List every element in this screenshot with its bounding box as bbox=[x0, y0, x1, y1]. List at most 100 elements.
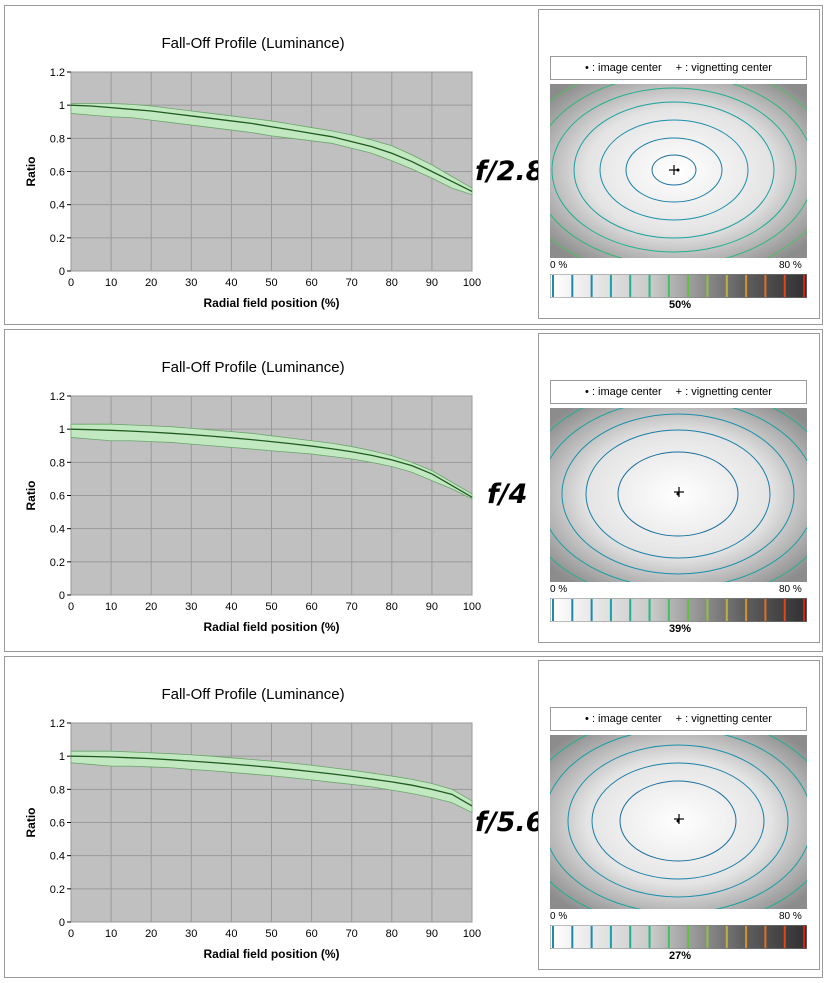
scale-min-label: 0 % bbox=[550, 584, 568, 595]
x-tick-label: 40 bbox=[225, 601, 237, 613]
panel-f4: Fall-Off Profile (Luminance) 0 10 20 30 40 50 6… bbox=[4, 329, 823, 652]
vignetting-panel: • : image center + : vignetting center 0… bbox=[538, 9, 820, 319]
x-tick-label: 100 bbox=[463, 277, 481, 289]
x-tick-label: 60 bbox=[305, 277, 317, 289]
image-center-legend: • : image center bbox=[585, 62, 662, 74]
color-scale-gradient bbox=[550, 598, 807, 622]
contour-line bbox=[625, 137, 723, 203]
vignetting-panel: • : image center + : vignetting center 0… bbox=[538, 660, 820, 970]
y-tick-label: 1.2 bbox=[50, 391, 65, 403]
x-tick-label: 20 bbox=[145, 928, 157, 940]
x-tick-label: 40 bbox=[225, 928, 237, 940]
contour-line bbox=[591, 762, 765, 880]
color-scale-bar bbox=[550, 274, 807, 298]
x-tick-label: 10 bbox=[105, 277, 117, 289]
scale-max-label: 80 % bbox=[779, 584, 802, 595]
x-tick-label: 100 bbox=[463, 928, 481, 940]
x-tick-label: 100 bbox=[463, 601, 481, 613]
deviation-band bbox=[70, 103, 473, 196]
x-tick-label: 90 bbox=[426, 928, 438, 940]
contour-line bbox=[567, 744, 789, 898]
contour-line bbox=[585, 429, 771, 559]
x-tick-label: 70 bbox=[346, 277, 358, 289]
y-tick-label: 0.4 bbox=[50, 851, 65, 863]
y-tick-label: 0 bbox=[59, 266, 65, 278]
x-tick-label: 0 bbox=[68, 601, 74, 613]
y-tick-label: 0.6 bbox=[50, 818, 65, 830]
y-tick-label: 0.4 bbox=[50, 200, 65, 212]
contour-line bbox=[619, 780, 737, 862]
y-tick-label: 0.4 bbox=[50, 524, 65, 536]
x-tick-label: 70 bbox=[346, 928, 358, 940]
x-tick-label: 70 bbox=[346, 601, 358, 613]
vignetting-center-legend: + : vignetting center bbox=[675, 713, 772, 725]
vignetting-percent: 50% bbox=[668, 299, 692, 311]
chart-title: Fall-Off Profile (Luminance) bbox=[161, 359, 344, 376]
series-line bbox=[70, 755, 473, 807]
deviation-band bbox=[70, 423, 473, 500]
color-scale-bar bbox=[550, 598, 807, 622]
y-tick-label: 0.6 bbox=[50, 167, 65, 179]
contour-line bbox=[561, 413, 795, 575]
color-scale-gradient bbox=[550, 925, 807, 949]
y-tick-label: 0.6 bbox=[50, 491, 65, 503]
scale-min-label: 0 % bbox=[550, 260, 568, 271]
x-tick-label: 10 bbox=[105, 601, 117, 613]
x-tick-label: 60 bbox=[305, 601, 317, 613]
vignetting-percent: 27% bbox=[668, 950, 692, 962]
y-axis-label: Ratio bbox=[24, 157, 38, 187]
x-tick-label: 10 bbox=[105, 928, 117, 940]
y-tick-label: 0.2 bbox=[50, 233, 65, 245]
x-tick-label: 50 bbox=[265, 277, 277, 289]
color-scale-gradient bbox=[550, 274, 807, 298]
vignetting-panel: • : image center + : vignetting center 0… bbox=[538, 333, 820, 643]
image-center-legend: • : image center bbox=[585, 713, 662, 725]
scale-max-label: 80 % bbox=[779, 911, 802, 922]
falloff-chart: Fall-Off Profile (Luminance)0 10 20 30 40 50 6… bbox=[24, 686, 481, 961]
x-tick-label: 20 bbox=[145, 277, 157, 289]
falloff-chart: Fall-Off Profile (Luminance)0 10 20 30 40 50 6… bbox=[24, 359, 481, 634]
x-tick-label: 30 bbox=[185, 928, 197, 940]
y-axis-label: Ratio bbox=[24, 481, 38, 511]
image-center-marker bbox=[676, 819, 680, 823]
vignetting-legend: • : image center + : vignetting center bbox=[550, 56, 807, 80]
x-axis-label: Radial field position (%) bbox=[203, 620, 339, 634]
scale-max-label: 80 % bbox=[779, 260, 802, 271]
image-center-marker bbox=[676, 168, 680, 172]
image-center-legend: • : image center bbox=[585, 386, 662, 398]
y-tick-label: 0.8 bbox=[50, 784, 65, 796]
y-tick-label: 1 bbox=[59, 751, 65, 763]
y-tick-label: 0.2 bbox=[50, 884, 65, 896]
x-tick-label: 50 bbox=[265, 928, 277, 940]
series-line bbox=[70, 104, 473, 192]
chart-title: Fall-Off Profile (Luminance) bbox=[161, 686, 344, 703]
contour-line bbox=[573, 101, 775, 239]
aperture-label: f/2.8 bbox=[475, 156, 545, 187]
vignetting-legend: • : image center + : vignetting center bbox=[550, 380, 807, 404]
x-tick-label: 20 bbox=[145, 601, 157, 613]
y-tick-label: 0.8 bbox=[50, 133, 65, 145]
x-tick-label: 50 bbox=[265, 601, 277, 613]
y-tick-label: 0.2 bbox=[50, 557, 65, 569]
contour-line bbox=[599, 119, 749, 221]
color-scale-bar bbox=[550, 925, 807, 949]
panel-f56: Fall-Off Profile (Luminance) 0 10 20 30 40 50 6… bbox=[4, 656, 823, 978]
falloff-chart: Fall-Off Profile (Luminance)0 10 20 30 40 50 6… bbox=[24, 35, 481, 310]
y-axis-label: Ratio bbox=[24, 808, 38, 838]
vignetting-map bbox=[550, 84, 807, 258]
y-tick-label: 1.2 bbox=[50, 67, 65, 79]
x-tick-label: 80 bbox=[386, 277, 398, 289]
aperture-label: f/5.6 bbox=[475, 807, 545, 838]
image-center-marker bbox=[676, 492, 680, 496]
deviation-band bbox=[70, 750, 473, 814]
y-tick-label: 0 bbox=[59, 917, 65, 929]
x-tick-label: 90 bbox=[426, 277, 438, 289]
x-tick-label: 30 bbox=[185, 277, 197, 289]
contour-line bbox=[551, 87, 797, 253]
x-tick-label: 0 bbox=[68, 928, 74, 940]
vignetting-map bbox=[550, 408, 807, 582]
vignetting-legend: • : image center + : vignetting center bbox=[550, 707, 807, 731]
y-tick-label: 1 bbox=[59, 424, 65, 436]
vignetting-percent: 39% bbox=[668, 623, 692, 635]
aperture-label: f/4 bbox=[487, 479, 528, 510]
